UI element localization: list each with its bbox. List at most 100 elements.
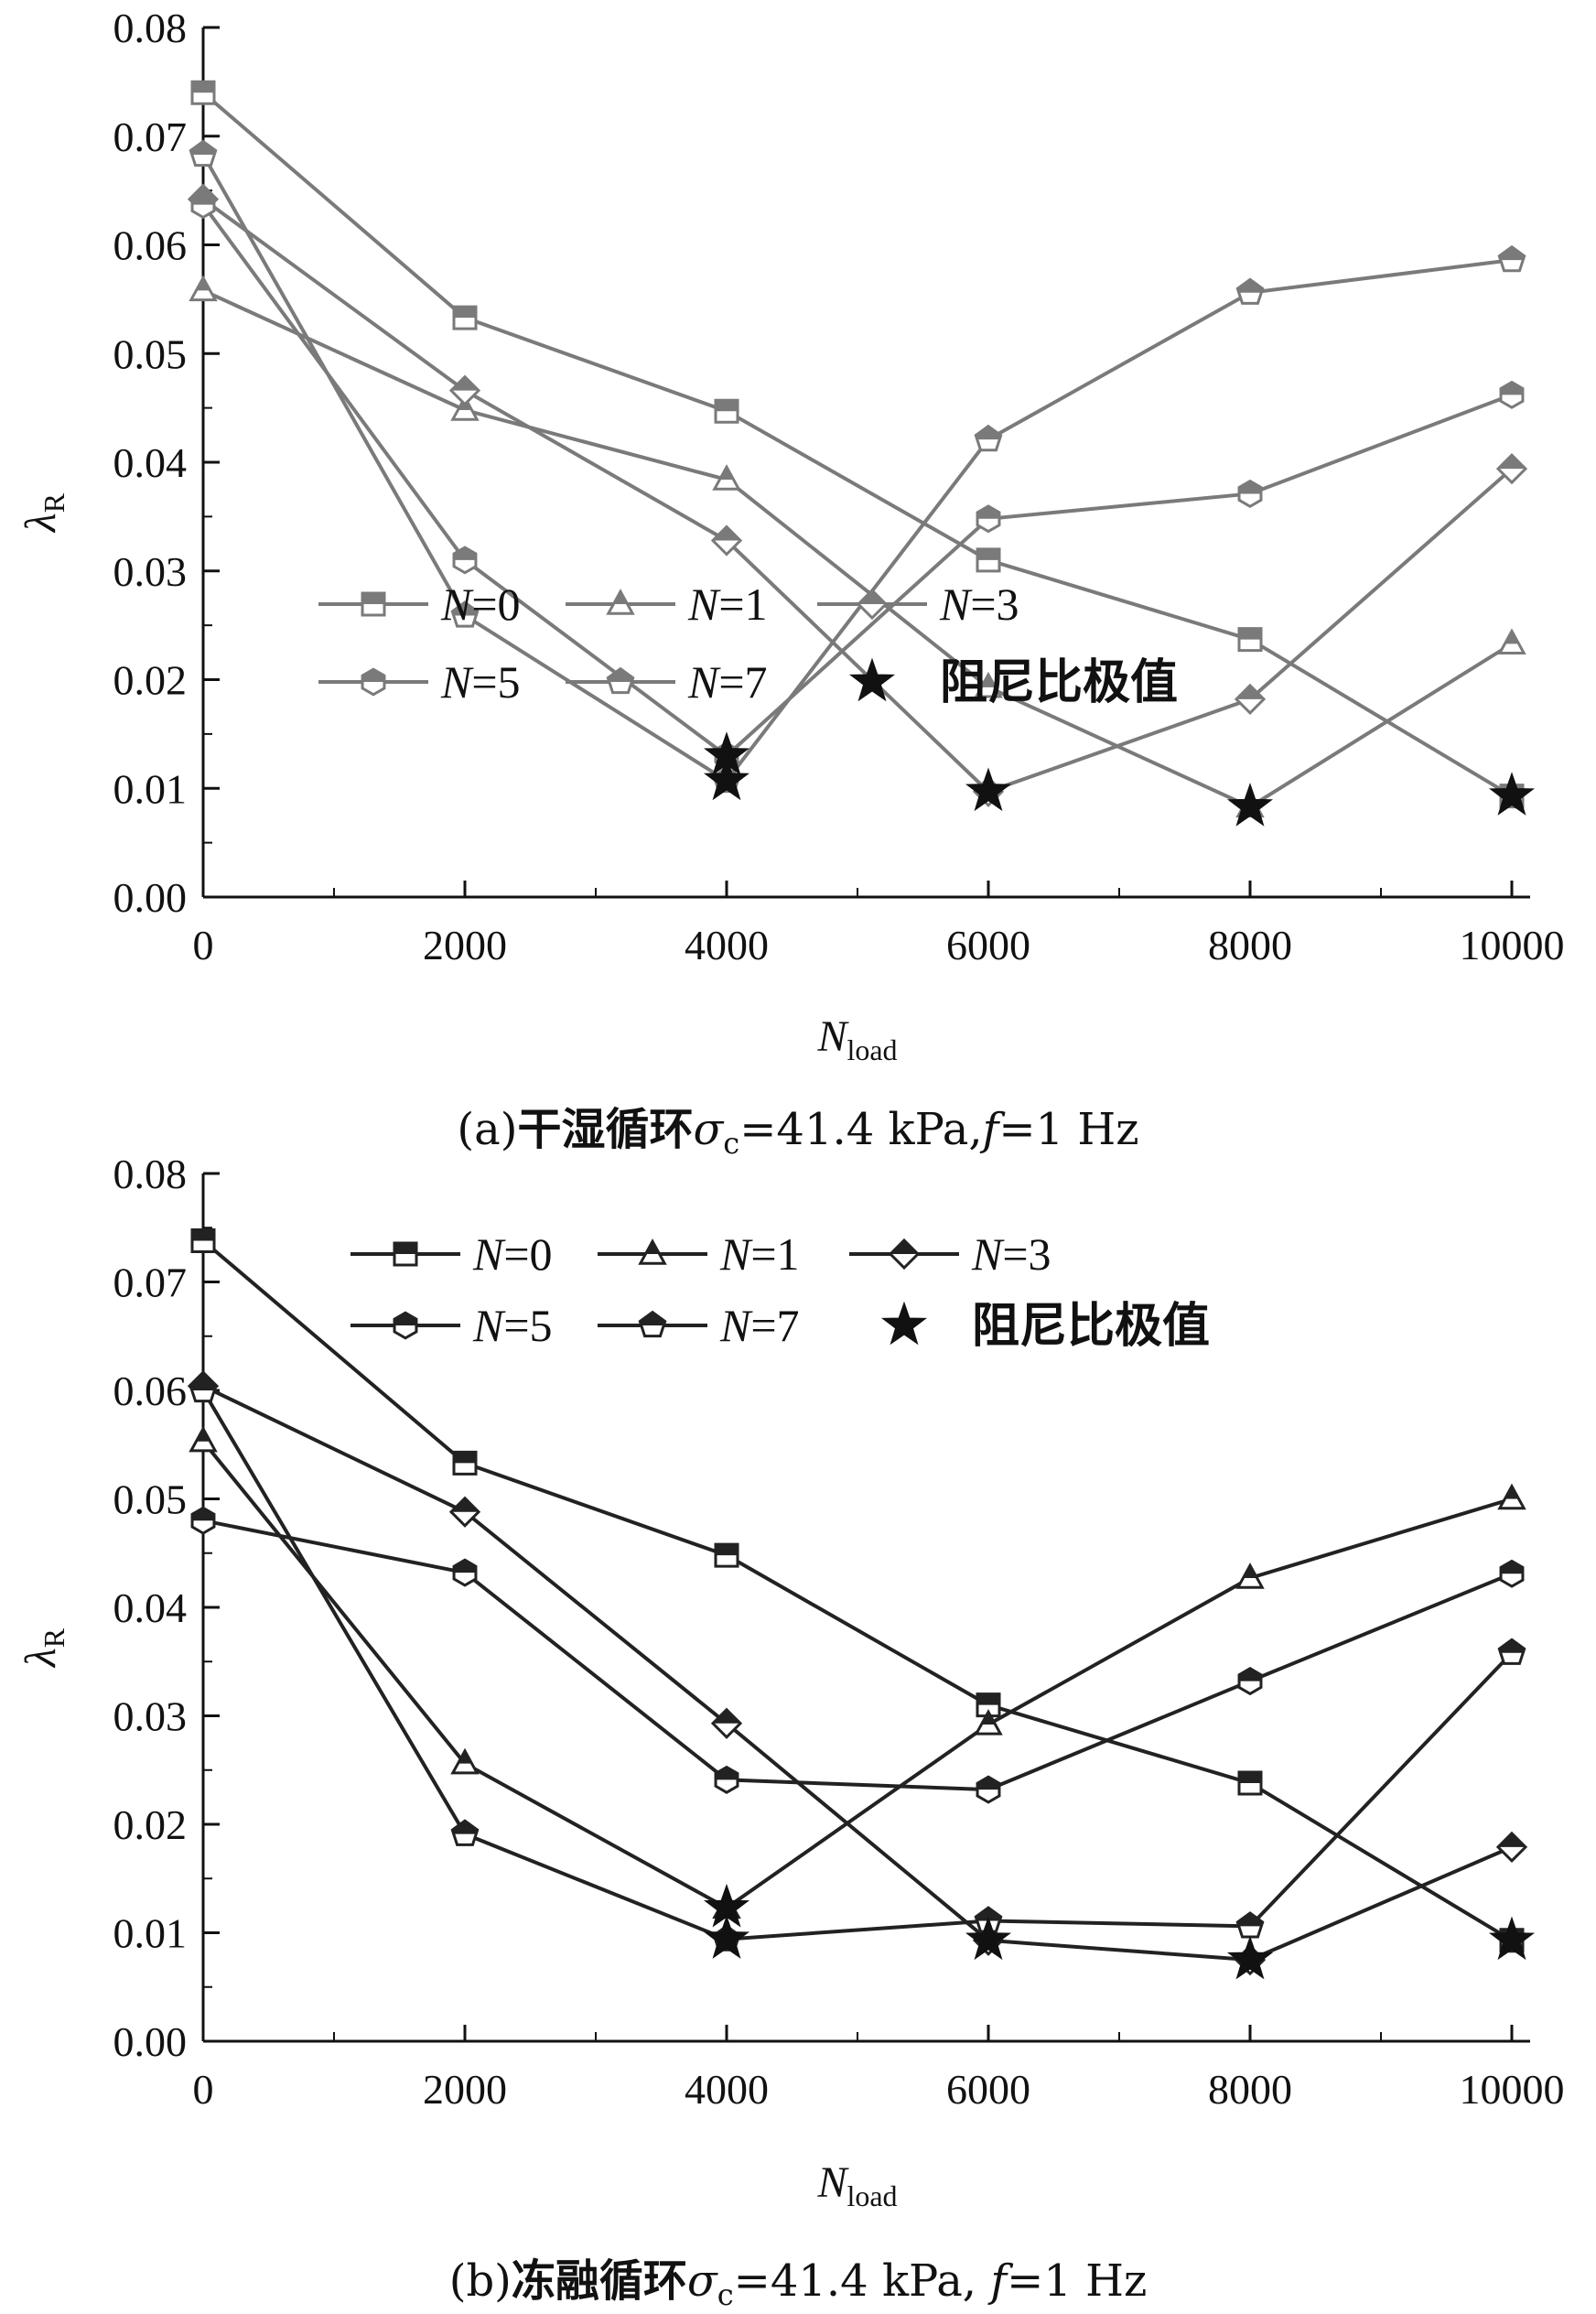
data-point-hexagon <box>976 504 1001 534</box>
x-tick-label: 10000 <box>1460 922 1565 968</box>
data-point-pentagon <box>1497 244 1526 273</box>
caption-rest: =41.4 kPa, <box>734 2255 991 2307</box>
extremum-star <box>965 767 1012 812</box>
legend-marker-triangle <box>606 589 635 615</box>
y-tick-label: 0.02 <box>113 1801 188 1848</box>
series-line-n1 <box>201 1440 1513 1910</box>
caption-f-rest: =1 Hz <box>1007 2255 1147 2307</box>
data-point-hexagon <box>1499 380 1525 409</box>
legend-label: N=1 <box>719 1228 800 1280</box>
y-tick-label: 0.03 <box>113 548 188 595</box>
legend-label: N=7 <box>719 1300 800 1351</box>
y-tick-label: 0.03 <box>113 1693 188 1740</box>
x-tick-label: 0 <box>193 2066 214 2113</box>
series-line-n7 <box>201 1389 1514 1941</box>
data-point-triangle <box>974 671 1003 698</box>
series-line-n3 <box>202 1384 1513 1963</box>
legend-label: N=0 <box>440 578 521 630</box>
y-tick-label: 0.04 <box>113 439 188 486</box>
x-tick-label: 2000 <box>423 2066 507 2113</box>
data-point-pentagon <box>189 1375 218 1403</box>
series-line-n5 <box>201 203 1513 759</box>
data-point-pentagon <box>189 139 218 168</box>
legend-marker-diamond <box>888 1238 921 1271</box>
y-tick-label: 0.08 <box>113 5 188 51</box>
legend-label-var: N <box>971 1228 1005 1280</box>
caption-prefix: (a) <box>457 1104 517 1155</box>
data-point-square <box>714 398 739 424</box>
data-point-diamond <box>1495 1831 1528 1864</box>
caption-cn: 干湿循环 <box>517 1104 693 1155</box>
data-point-hexagon <box>452 546 478 575</box>
data-point-square <box>1237 627 1263 653</box>
y-tick-label: 0.07 <box>113 1260 188 1306</box>
extremum-star <box>1488 772 1536 816</box>
data-point-diamond <box>448 1496 481 1528</box>
x-axis-label: Nload <box>816 2158 897 2212</box>
chart-panel-b: 0.00 0.01 0.02 0.03 0.04 0.05 0.06 0.07 0.08 0 200… <box>16 1151 1565 2312</box>
data-point-triangle <box>712 464 741 491</box>
extremum-star <box>1488 1916 1536 1961</box>
x-tick-label: 6000 <box>946 922 1030 968</box>
y-axis-label-main: λ <box>16 513 65 534</box>
data-point-hexagon <box>1237 479 1263 508</box>
legend-marker-triangle <box>638 1238 667 1265</box>
legend-label-var: N <box>687 656 721 708</box>
x-tick-label: 4000 <box>685 2066 769 2113</box>
data-point-triangle <box>189 275 218 302</box>
legend: N=0 N=1 N=3N=5 N=7 阻尼比极值 <box>318 578 1178 710</box>
y-tick-label: 0.07 <box>113 114 188 160</box>
y-tick-label: 0.02 <box>113 657 188 704</box>
data-point-hexagon <box>1237 1667 1263 1696</box>
chart-panel-a: 0.00 0.01 0.02 0.03 0.04 0.05 0.06 0.07 0.08 0 200… <box>16 5 1565 1161</box>
y-axis-label-sub: R <box>38 1627 70 1648</box>
data-point-diamond <box>710 1707 743 1739</box>
x-tick-label: 4000 <box>685 922 769 968</box>
legend-label: N=5 <box>440 656 521 708</box>
data-point-square <box>976 1692 1001 1718</box>
x-axis-label-main: N <box>816 2158 849 2207</box>
data-point-pentagon <box>1235 277 1265 305</box>
legend-label-var: N <box>440 656 474 708</box>
y-tick-label: 0.04 <box>113 1584 188 1631</box>
legend-label-var: N <box>440 578 474 630</box>
caption-prefix: (b) <box>449 2255 512 2307</box>
data-point-triangle <box>1235 1562 1265 1589</box>
legend-label-var: N <box>719 1300 753 1351</box>
legend-marker-square <box>393 1241 418 1267</box>
y-axis-label: λR <box>16 1627 70 1669</box>
data-point-hexagon <box>190 1506 216 1535</box>
x-tick-label: 2000 <box>423 922 507 968</box>
y-axis-label-main: λ <box>16 1648 65 1669</box>
y-tick-label: 0.00 <box>113 874 188 921</box>
data-point-triangle <box>974 1709 1003 1736</box>
legend-label-var: N <box>719 1228 753 1280</box>
series-line-n1 <box>202 288 1514 809</box>
legend-label-eq: =1 <box>718 578 767 630</box>
data-point-square <box>190 1227 216 1253</box>
series-line-n3 <box>201 198 1514 795</box>
legend-label-eq: =7 <box>718 656 767 708</box>
legend-marker-pentagon <box>606 666 635 695</box>
data-point-square <box>190 80 216 105</box>
data-point-pentagon <box>450 1819 480 1846</box>
x-axis-label: Nload <box>816 1012 897 1066</box>
y-tick-label: 0.08 <box>113 1151 188 1197</box>
caption-f-rest: =1 Hz <box>998 1104 1138 1155</box>
legend-label: N=0 <box>472 1228 553 1280</box>
legend-star-icon <box>848 657 896 702</box>
data-point-diamond <box>448 374 481 406</box>
data-point-pentagon <box>450 600 480 628</box>
extremum-star <box>703 756 750 801</box>
legend-label-eq: =5 <box>503 1300 552 1351</box>
x-tick-label: 0 <box>193 922 214 968</box>
data-point-triangle <box>1497 628 1526 655</box>
caption-rest: =41.4 kPa, <box>739 1104 982 1155</box>
series-line-n7 <box>201 153 1513 784</box>
caption-sigma: σ <box>694 1104 725 1155</box>
data-point-triangle <box>450 1747 480 1775</box>
data-point-hexagon <box>1499 1559 1525 1588</box>
x-axis-label-sub: load <box>847 1033 897 1066</box>
x-tick-label: 8000 <box>1208 922 1292 968</box>
data-point-triangle <box>1497 1483 1526 1510</box>
